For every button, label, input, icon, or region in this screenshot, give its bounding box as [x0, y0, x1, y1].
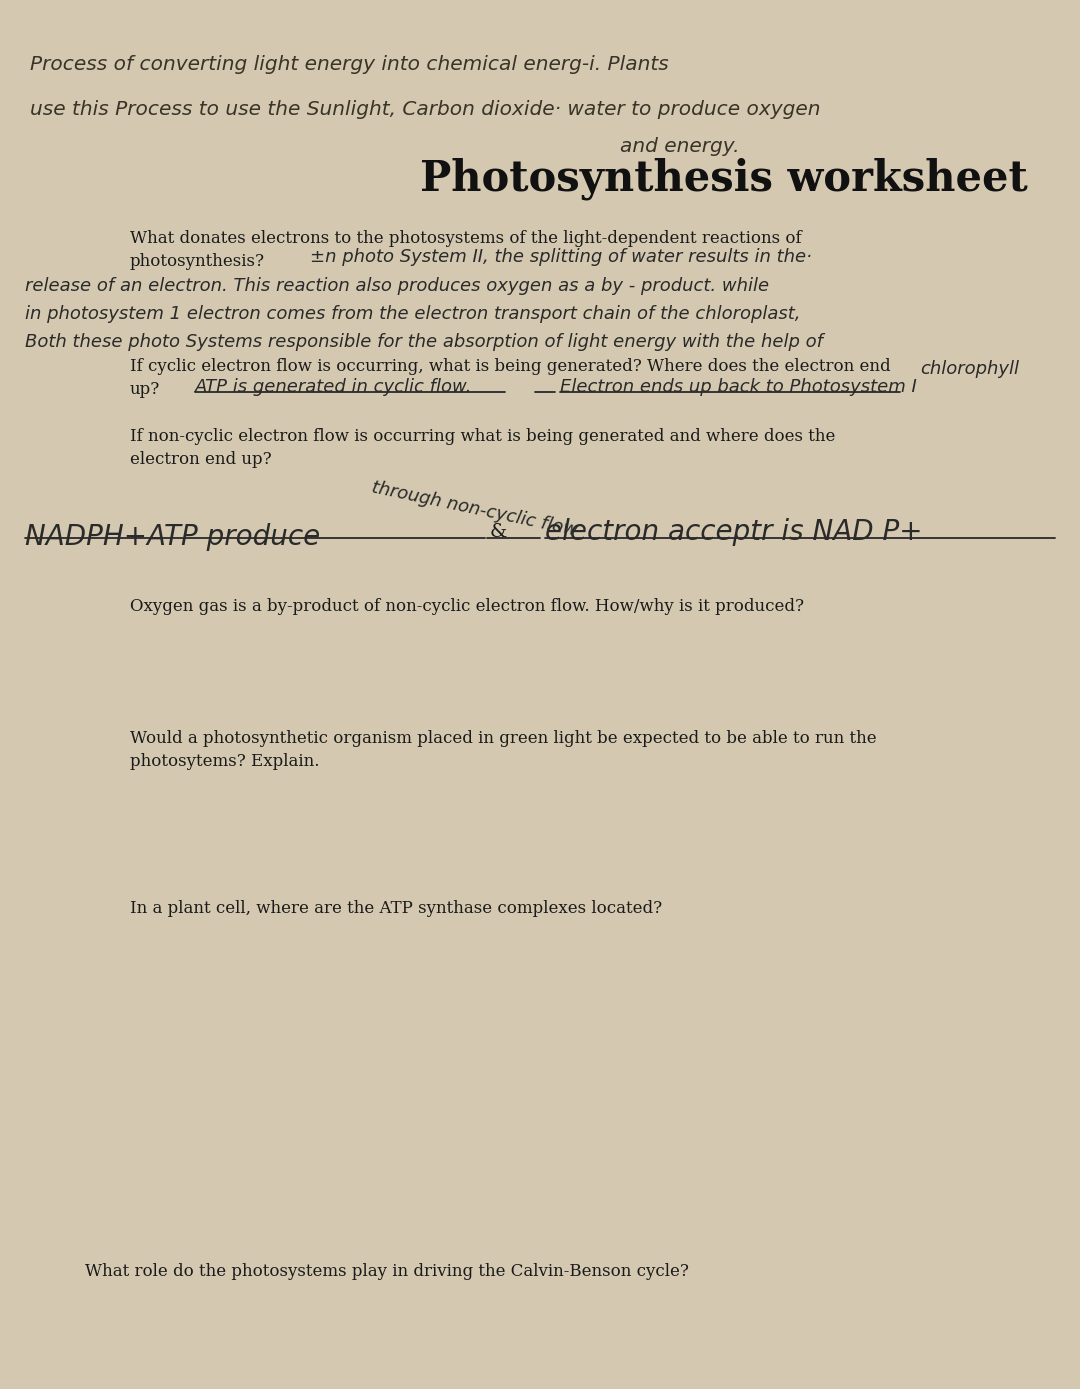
- Text: Electron ends up back to Photosystem I: Electron ends up back to Photosystem I: [561, 378, 917, 396]
- Text: NADPH+ATP produce: NADPH+ATP produce: [25, 524, 321, 551]
- Text: Process of converting light energy into chemical energ-i. Plants: Process of converting light energy into …: [30, 56, 669, 74]
- Text: chlorophyll: chlorophyll: [920, 360, 1020, 378]
- Text: release of an electron. This reaction also produces oxygen as a by - product. wh: release of an electron. This reaction al…: [25, 276, 769, 294]
- Text: and energy.: and energy.: [620, 138, 740, 156]
- Text: If cyclic electron flow is occurring, what is being generated? Where does the el: If cyclic electron flow is occurring, wh…: [130, 358, 891, 375]
- Text: Would a photosynthetic organism placed in green light be expected to be able to : Would a photosynthetic organism placed i…: [130, 731, 877, 747]
- Text: What donates electrons to the photosystems of the light-dependent reactions of: What donates electrons to the photosyste…: [130, 231, 801, 247]
- Text: Oxygen gas is a by-product of non-cyclic electron flow. How/why is it produced?: Oxygen gas is a by-product of non-cyclic…: [130, 599, 804, 615]
- Text: What role do the photosystems play in driving the Calvin-Benson cycle?: What role do the photosystems play in dr…: [85, 1263, 689, 1281]
- Text: ±n photo System II, the splitting of water results in the·: ±n photo System II, the splitting of wat…: [310, 249, 812, 267]
- Text: electron end up?: electron end up?: [130, 451, 272, 468]
- Text: Both these photo Systems responsible for the absorption of light energy with the: Both these photo Systems responsible for…: [25, 333, 823, 351]
- Text: &: &: [490, 524, 508, 540]
- Text: up?: up?: [130, 381, 160, 399]
- Text: in photosystem 1 electron comes from the electron transport chain of the chlorop: in photosystem 1 electron comes from the…: [25, 306, 800, 324]
- Text: ATP is generated in cyclic flow.: ATP is generated in cyclic flow.: [195, 378, 472, 396]
- Text: through non-cyclic flow: through non-cyclic flow: [370, 478, 579, 539]
- Text: In a plant cell, where are the ATP synthase complexes located?: In a plant cell, where are the ATP synth…: [130, 900, 662, 917]
- Text: electron acceptr is NAD P+: electron acceptr is NAD P+: [545, 518, 922, 546]
- Text: If non-cyclic electron flow is occurring what is being generated and where does : If non-cyclic electron flow is occurring…: [130, 428, 835, 444]
- Text: photosynthesis?: photosynthesis?: [130, 253, 265, 269]
- Text: photosytems? Explain.: photosytems? Explain.: [130, 753, 320, 770]
- Text: use this Process to use the Sunlight, Carbon dioxide· water to produce oxygen: use this Process to use the Sunlight, Ca…: [30, 100, 821, 119]
- Text: Photosynthesis worksheet: Photosynthesis worksheet: [420, 158, 1028, 200]
